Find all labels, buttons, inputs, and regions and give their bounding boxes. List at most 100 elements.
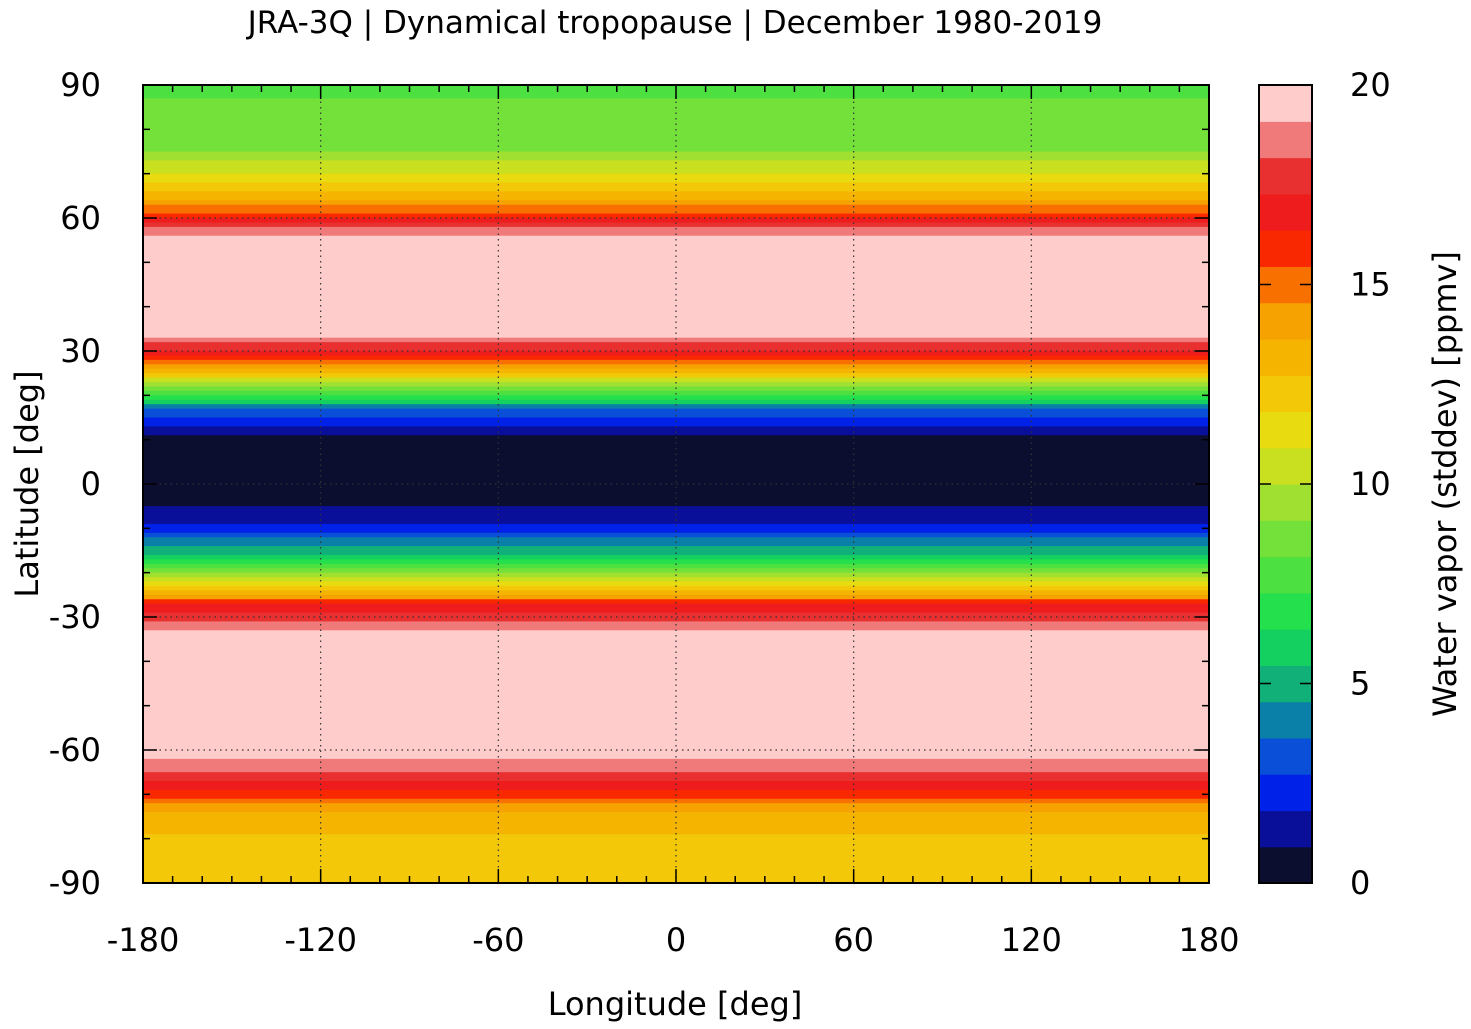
heatmap-plot-area [142,84,1210,884]
x-tick-label: -120 [284,921,357,959]
heatmap-cell [143,200,1209,206]
heatmap-cell [143,763,1209,769]
colorbar-swatch [1259,846,1312,884]
x-tick-label: 120 [1001,921,1062,959]
heatmap-cell [143,417,1209,423]
colorbar-swatch [1259,810,1312,848]
heatmap-cell [143,718,1209,724]
heatmap-cell [143,399,1209,405]
x-tick-label: -60 [472,921,524,959]
heatmap-cell [143,470,1209,476]
heatmap-cell [143,612,1209,618]
heatmap-cell [143,302,1209,308]
heatmap-cell [143,408,1209,414]
chart-title: JRA-3Q | Dynamical tropopause | December… [246,5,1103,41]
heatmap-cell [143,195,1209,201]
heatmap-cell [143,249,1209,255]
x-axis-label: Longitude [deg] [548,985,803,1023]
heatmap-cell [143,111,1209,117]
heatmap-cell [143,590,1209,596]
heatmap-cell [143,741,1209,747]
heatmap-cell [143,581,1209,587]
heatmap-cell [143,328,1209,334]
colorbar-swatch [1259,520,1312,558]
heatmap-cell [143,351,1209,357]
heatmap-cell [143,634,1209,640]
colorbar-swatch [1259,302,1312,340]
heatmap-cell [143,324,1209,330]
heatmap-cell [143,772,1209,778]
heatmap-cell [143,244,1209,250]
heatmap-cell [143,359,1209,365]
colorbar-swatch [1259,193,1312,231]
heatmap-cell [143,546,1209,552]
y-tick-label: -60 [49,731,101,769]
heatmap-cell [143,554,1209,560]
heatmap-cell [143,257,1209,263]
heatmap-cell [143,727,1209,733]
heatmap-cell [143,683,1209,689]
y-tick-label: 30 [60,332,101,370]
heatmap-cell [143,648,1209,654]
heatmap-cell [143,271,1209,277]
heatmap-cell [143,142,1209,148]
colorbar-tick-label: 20 [1350,66,1391,104]
heatmap-cell [143,186,1209,192]
heatmap-cell [143,315,1209,321]
heatmap-cell [143,577,1209,583]
heatmap-cell [143,865,1209,871]
heatmap-cell [143,284,1209,290]
heatmap-cell [143,767,1209,773]
heatmap-cell [143,151,1209,157]
x-tick-label: 0 [666,921,686,959]
heatmap-cell [143,355,1209,361]
heatmap-cell [143,120,1209,126]
heatmap-cell [143,218,1209,224]
heatmap-cell [143,670,1209,676]
colorbar-swatch [1259,737,1312,775]
heatmap-cell [143,164,1209,170]
heatmap-cell [143,426,1209,432]
heatmap-cell [143,568,1209,574]
heatmap-cell [143,222,1209,228]
y-axis: -90 -60 -30 0 30 60 90 [49,66,1209,902]
heatmap-cell [143,421,1209,427]
colorbar-tick-label: 0 [1350,864,1370,902]
heatmap-cell [143,430,1209,436]
heatmap-cell [143,102,1209,108]
x-axis: -180 -120 -60 0 60 120 180 [107,85,1240,959]
heatmap-cell [143,559,1209,565]
heatmap-cell [143,337,1209,343]
heatmap-cell [143,235,1209,241]
heatmap-cell [143,133,1209,139]
y-tick-label: 0 [81,465,101,503]
y-tick-label: -30 [49,598,101,636]
colorbar-swatch [1259,447,1312,485]
colorbar-swatch [1259,411,1312,449]
heatmap-cell [143,107,1209,113]
heatmap-cell [143,382,1209,388]
heatmap-cell [143,519,1209,525]
heatmap-cell [143,373,1209,379]
colorbar-swatch [1259,157,1312,195]
colorbar-tick-label: 10 [1350,465,1391,503]
colorbar-swatch [1259,774,1312,812]
heatmap-cell [143,705,1209,711]
colorbar: 0 5 10 15 20 [1258,66,1391,902]
x-tick-label: 180 [1178,921,1239,959]
colorbar-swatch [1259,484,1312,521]
heatmap-cell [143,213,1209,219]
heatmap-cell [143,829,1209,835]
heatmap-cell [143,794,1209,800]
heatmap-cell [143,262,1209,268]
heatmap-cell [143,147,1209,153]
colorbar-ticks: 0 5 10 15 20 [1259,66,1391,902]
heatmap-cell [143,492,1209,498]
heatmap-cell [143,723,1209,729]
heatmap-cell [143,178,1209,184]
heatmap-cell [143,537,1209,543]
heatmap-cell [143,288,1209,294]
y-tick-label: 90 [60,66,101,104]
heatmap-cell [143,630,1209,636]
